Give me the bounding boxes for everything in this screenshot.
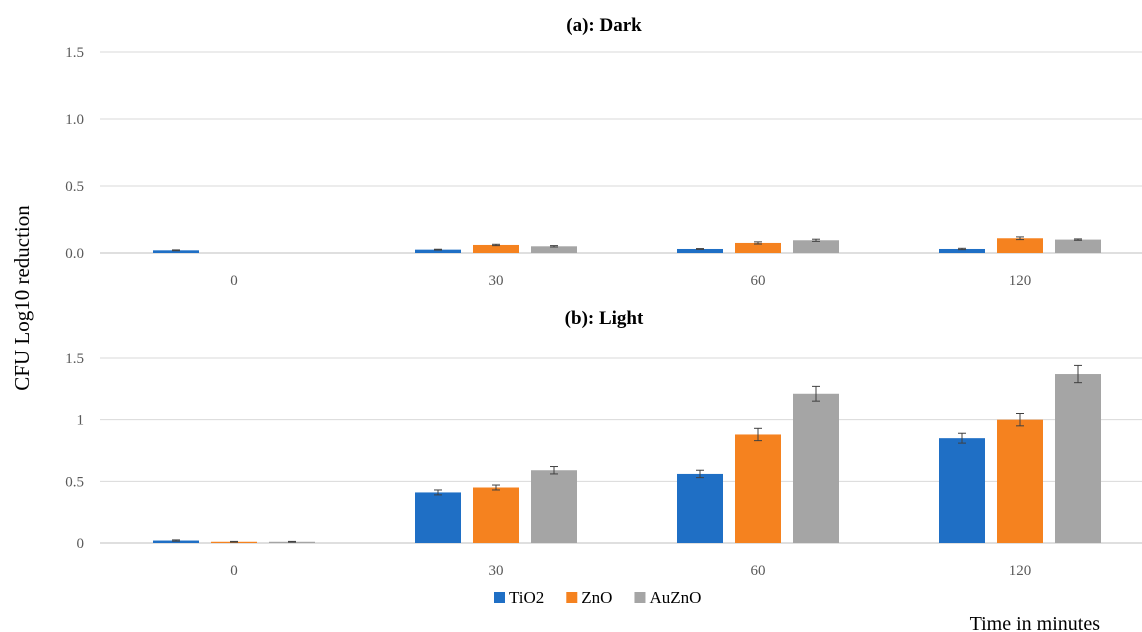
y-tick-label: 1.0 xyxy=(65,112,84,128)
chart-panels: (a): Dark 0.0 0.5 1.0 1.5 0 30 60 120 (b): Light 0… xyxy=(65,15,1142,579)
legend-label: TiO2 xyxy=(509,588,544,607)
bar-zno xyxy=(473,244,519,253)
y-tick-label: 0.5 xyxy=(65,179,84,195)
legend-label: AuZnO xyxy=(649,588,701,607)
y-tick-label: 1.5 xyxy=(65,351,84,367)
bar-zno xyxy=(735,434,781,543)
bar-auzno xyxy=(531,470,577,543)
bar-tio2 xyxy=(153,540,199,543)
chart-title: (a): Dark xyxy=(566,15,642,36)
bar-auzno xyxy=(1055,374,1101,543)
y-tick-label: 0.0 xyxy=(65,246,84,262)
bar-zno xyxy=(735,242,781,253)
bar-tio2 xyxy=(677,248,723,253)
x-tick-label: 0 xyxy=(230,563,238,579)
bar-tio2 xyxy=(415,249,461,253)
y-tick-label: 1.5 xyxy=(65,45,84,61)
y-tick-label: 0 xyxy=(77,536,85,552)
chart-panel-1: (a): Dark 0.0 0.5 1.0 1.5 0 30 60 120 xyxy=(65,15,1142,289)
bar-auzno xyxy=(531,246,577,253)
x-tick-label: 30 xyxy=(489,273,504,289)
bar-tio2 xyxy=(677,473,723,543)
legend: TiO2 ZnO AuZnO xyxy=(494,588,701,607)
legend-swatch-tio2 xyxy=(494,592,505,603)
bar-auzno xyxy=(793,393,839,543)
bar-tio2 xyxy=(939,438,985,543)
legend-label: ZnO xyxy=(581,588,612,607)
bar-zno xyxy=(473,487,519,543)
y-tick-label: 0.5 xyxy=(65,474,84,490)
bar-tio2 xyxy=(153,250,199,253)
legend-swatch-zno xyxy=(566,592,578,603)
x-tick-label: 120 xyxy=(1009,563,1032,579)
bar-tio2 xyxy=(415,492,461,543)
chart-title: (b): Light xyxy=(565,308,644,329)
y-tick-label: 1 xyxy=(77,413,85,429)
chart-panel-2: (b): Light 0 0.5 1 1.5 0 30 60 120 xyxy=(65,308,1142,579)
x-tick-label: 120 xyxy=(1009,273,1032,289)
x-axis-label: Time in minutes xyxy=(970,613,1101,632)
bar-tio2 xyxy=(939,248,985,253)
legend-swatch-auzno xyxy=(634,592,646,603)
bar-auzno xyxy=(793,240,839,253)
bar-zno xyxy=(997,419,1043,543)
x-tick-label: 0 xyxy=(230,273,238,289)
x-tick-label: 30 xyxy=(489,563,504,579)
bar-auzno xyxy=(1055,239,1101,253)
x-tick-label: 60 xyxy=(751,273,766,289)
x-tick-label: 60 xyxy=(751,563,766,579)
bar-zno xyxy=(997,238,1043,253)
y-axis-label: CFU Log10 reduction xyxy=(10,205,34,391)
